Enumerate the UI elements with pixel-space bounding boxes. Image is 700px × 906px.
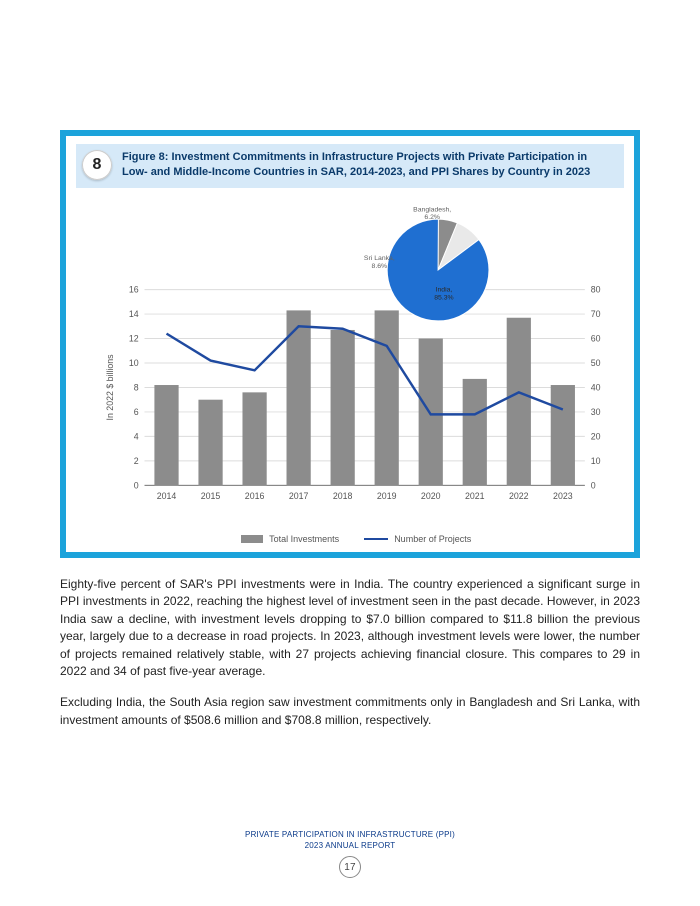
svg-text:16: 16 xyxy=(129,285,139,295)
svg-text:14: 14 xyxy=(129,309,139,319)
svg-text:Sri Lanka,: Sri Lanka, xyxy=(364,255,395,262)
figure-title: Figure 8: Investment Commitments in Infr… xyxy=(122,150,614,180)
svg-text:In 2022 $ billions: In 2022 $ billions xyxy=(105,354,115,421)
svg-text:30: 30 xyxy=(591,407,601,417)
svg-text:8: 8 xyxy=(134,382,139,392)
svg-text:2: 2 xyxy=(134,456,139,466)
footer-line-1: PRIVATE PARTICIPATION IN INFRASTRUCTURE … xyxy=(0,830,700,839)
svg-text:20: 20 xyxy=(591,431,601,441)
svg-text:2023: 2023 xyxy=(553,491,573,501)
svg-text:2017: 2017 xyxy=(289,491,309,501)
svg-text:2016: 2016 xyxy=(245,491,265,501)
footer-line-2: 2023 ANNUAL REPORT xyxy=(0,841,700,850)
chart-legend: Total Investments Number of Projects xyxy=(76,534,624,544)
legend-swatch-bars xyxy=(241,535,263,543)
svg-text:85.3%: 85.3% xyxy=(434,294,453,301)
svg-text:2022: 2022 xyxy=(509,491,529,501)
svg-text:2020: 2020 xyxy=(421,491,441,501)
chart-svg: 0 2 4 6 8 10 12 14 16 0 10 20 30 40 50 60 70 80 2014 2015 20… xyxy=(76,198,624,528)
svg-text:10: 10 xyxy=(591,456,601,466)
legend-swatch-line xyxy=(364,538,388,540)
svg-text:2018: 2018 xyxy=(333,491,353,501)
legend-label-bars: Total Investments xyxy=(269,534,339,544)
svg-text:80: 80 xyxy=(591,285,601,295)
svg-text:2021: 2021 xyxy=(465,491,485,501)
page-number: 17 xyxy=(339,856,361,878)
page-footer: PRIVATE PARTICIPATION IN INFRASTRUCTURE … xyxy=(0,830,700,878)
paragraph-1: Eighty-five percent of SAR's PPI investm… xyxy=(60,576,640,680)
svg-text:70: 70 xyxy=(591,309,601,319)
paragraph-2: Excluding India, the South Asia region s… xyxy=(60,694,640,729)
figure-header: 8 Figure 8: Investment Commitments in In… xyxy=(76,144,624,188)
svg-text:8.6%: 8.6% xyxy=(372,263,388,270)
svg-text:0: 0 xyxy=(134,480,139,490)
figure-box: 8 Figure 8: Investment Commitments in In… xyxy=(60,130,640,558)
figure-number-badge: 8 xyxy=(82,150,112,180)
svg-text:2019: 2019 xyxy=(377,491,397,501)
svg-text:50: 50 xyxy=(591,358,601,368)
svg-text:India,: India, xyxy=(436,287,453,294)
svg-text:6.2%: 6.2% xyxy=(424,214,440,221)
svg-text:12: 12 xyxy=(129,333,139,343)
svg-text:4: 4 xyxy=(134,431,139,441)
svg-text:40: 40 xyxy=(591,382,601,392)
svg-text:0: 0 xyxy=(591,480,596,490)
svg-text:60: 60 xyxy=(591,333,601,343)
legend-label-line: Number of Projects xyxy=(394,534,471,544)
svg-text:2015: 2015 xyxy=(201,491,221,501)
body-text: Eighty-five percent of SAR's PPI investm… xyxy=(60,576,640,729)
svg-text:10: 10 xyxy=(129,358,139,368)
svg-text:Bangladesh,: Bangladesh, xyxy=(413,206,451,213)
chart-area: 0 2 4 6 8 10 12 14 16 0 10 20 30 40 50 60 70 80 2014 2015 20… xyxy=(76,198,624,528)
svg-text:2014: 2014 xyxy=(157,491,177,501)
svg-text:6: 6 xyxy=(134,407,139,417)
